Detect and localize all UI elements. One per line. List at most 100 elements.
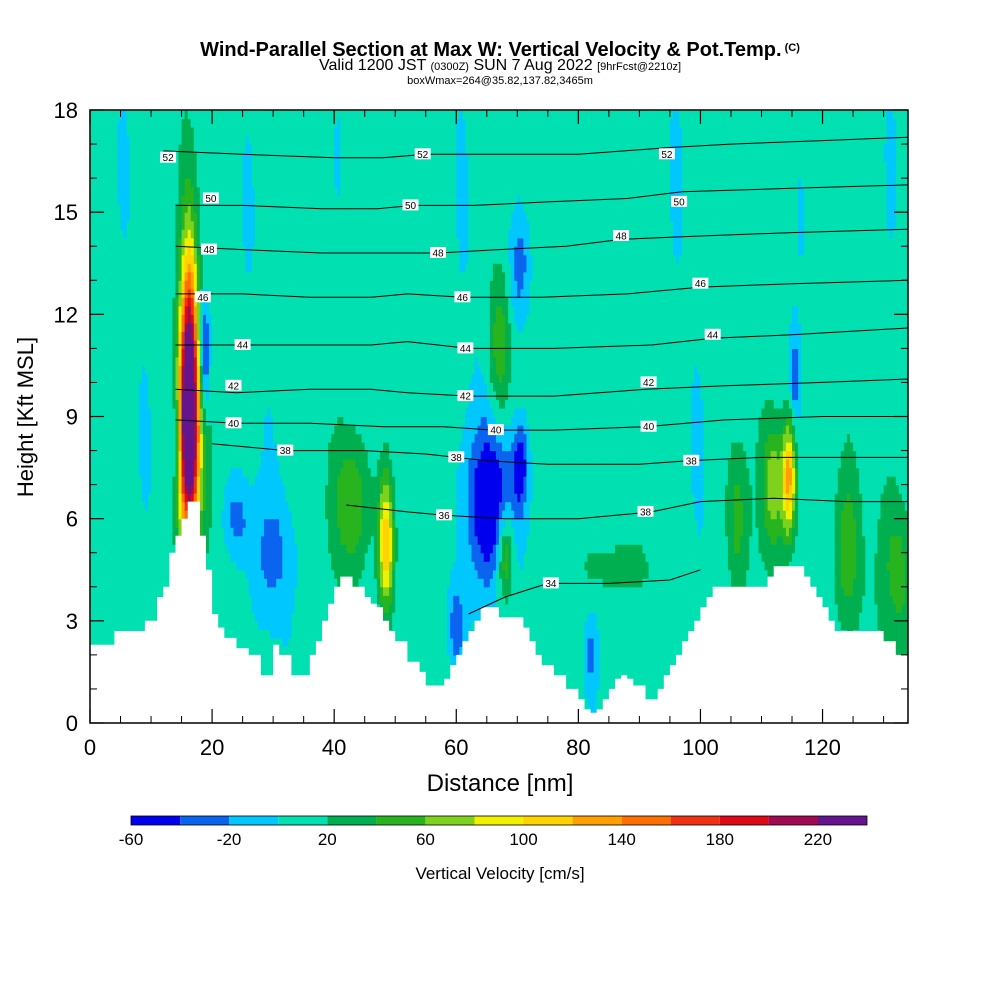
velocity-cell (199, 484, 204, 494)
velocity-cell (132, 152, 137, 162)
velocity-cell (132, 450, 137, 460)
velocity-cell (160, 561, 164, 571)
velocity-cell (270, 476, 274, 486)
velocity-cell (187, 459, 192, 469)
velocity-cell (294, 305, 299, 315)
velocity-cell (282, 544, 286, 554)
velocity-cell (273, 407, 277, 418)
velocity-cell (276, 331, 280, 341)
velocity-cell (108, 178, 112, 188)
velocity-cell (199, 186, 204, 196)
velocity-cell (135, 348, 140, 358)
velocity-cell (193, 467, 198, 477)
velocity-cell (267, 442, 271, 452)
velocity-cell (218, 595, 222, 605)
velocity-cell (193, 348, 198, 358)
velocity-cell (132, 552, 137, 562)
velocity-cell (285, 195, 289, 205)
velocity-cell (294, 263, 299, 273)
velocity-cell (123, 450, 128, 460)
velocity-cell (236, 229, 241, 239)
velocity-cell (294, 237, 299, 247)
velocity-cell (209, 535, 213, 545)
velocity-cell (239, 178, 244, 188)
velocity-cell (196, 178, 201, 188)
velocity-cell (242, 459, 247, 469)
velocity-cell (160, 484, 164, 494)
velocity-cell (245, 229, 250, 239)
velocity-cell (273, 263, 277, 273)
velocity-cell (147, 195, 152, 205)
velocity-cell (248, 195, 253, 205)
velocity-cell (90, 331, 94, 341)
velocity-cell (254, 518, 259, 528)
velocity-cell (129, 127, 134, 137)
velocity-cell (251, 382, 256, 392)
velocity-cell (114, 382, 119, 392)
velocity-cell (160, 288, 164, 298)
velocity-cell (138, 186, 143, 196)
velocity-cell (218, 399, 222, 409)
velocity-cell (294, 246, 299, 256)
velocity-cell (166, 527, 170, 537)
velocity-cell (282, 586, 286, 596)
velocity-cell (227, 314, 231, 324)
velocity-cell (108, 476, 112, 486)
velocity-cell (190, 450, 195, 460)
velocity-cell (242, 305, 247, 315)
velocity-cell (230, 212, 235, 222)
velocity-cell (132, 586, 137, 596)
velocity-cell (135, 305, 140, 315)
velocity-cell (135, 493, 140, 503)
velocity-cell (126, 569, 131, 579)
velocity-cell (126, 561, 131, 571)
velocity-cell (260, 220, 265, 230)
velocity-cell (190, 365, 195, 375)
velocity-cell (224, 110, 228, 120)
velocity-cell (96, 399, 100, 409)
velocity-cell (279, 390, 283, 401)
velocity-cell (117, 365, 122, 375)
velocity-cell (120, 459, 125, 469)
velocity-cell (227, 442, 231, 452)
velocity-cell (126, 442, 131, 452)
velocity-cell (120, 476, 125, 486)
velocity-cell (105, 595, 109, 605)
velocity-cell (215, 603, 219, 613)
velocity-cell (184, 510, 189, 520)
velocity-cell (120, 467, 125, 477)
velocity-cell (196, 314, 201, 324)
velocity-cell (202, 305, 207, 315)
velocity-cell (257, 169, 262, 179)
velocity-cell (251, 484, 256, 494)
velocity-cell (212, 237, 216, 247)
velocity-cell (108, 510, 112, 520)
velocity-cell (199, 220, 204, 230)
velocity-cell (123, 271, 128, 281)
velocity-cell (181, 135, 186, 145)
velocity-cell (282, 373, 286, 384)
velocity-cell (212, 212, 216, 222)
velocity-cell (114, 297, 119, 307)
velocity-cell (93, 178, 97, 188)
velocity-cell (147, 203, 152, 213)
velocity-cell (141, 450, 146, 460)
velocity-cell (90, 288, 94, 298)
velocity-cell (279, 237, 283, 247)
velocity-cell (263, 314, 268, 324)
velocity-cell (276, 237, 280, 247)
velocity-cell (123, 178, 128, 188)
velocity-cell (270, 280, 274, 290)
velocity-cell (209, 450, 213, 460)
velocity-cell (245, 501, 250, 511)
velocity-cell (245, 433, 250, 443)
velocity-cell (111, 493, 116, 503)
velocity-cell (181, 416, 186, 426)
velocity-cell (129, 356, 134, 367)
velocity-cell (218, 229, 222, 239)
velocity-cell (227, 161, 231, 171)
velocity-cell (102, 637, 106, 647)
velocity-cell (108, 195, 112, 205)
velocity-cell (166, 305, 170, 315)
velocity-cell (105, 331, 109, 341)
